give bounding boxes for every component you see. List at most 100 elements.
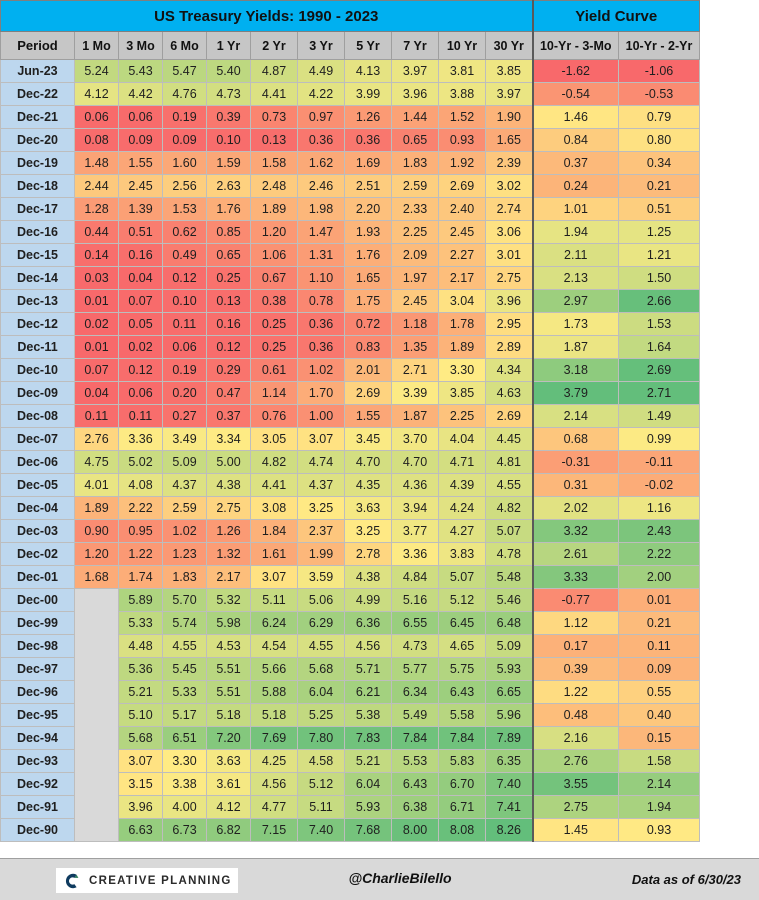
yield-cell: 0.12 xyxy=(162,266,207,290)
yield-cell: 5.89 xyxy=(118,588,163,612)
yield-cell: 2.69 xyxy=(485,404,533,428)
yield-cell: 0.11 xyxy=(74,404,119,428)
yield-cell: 0.65 xyxy=(206,243,251,267)
yield-curve-cell: 1.21 xyxy=(618,243,700,267)
yield-cell: 1.89 xyxy=(74,496,119,520)
yield-cell: 2.76 xyxy=(74,427,119,451)
yield-cell: 1.26 xyxy=(206,519,251,543)
yield-cell: 0.13 xyxy=(206,289,251,313)
yield-cell: 6.24 xyxy=(250,611,298,635)
column-header-col-6: 3 Yr xyxy=(297,31,345,60)
yield-cell: 2.22 xyxy=(118,496,163,520)
table-row: Dec-99 5.33 5.74 5.98 6.24 6.29 6.36 6.55 6.45 6.… xyxy=(0,611,700,635)
yield-cell: 1.32 xyxy=(206,542,251,566)
yield-curve-cell: 2.69 xyxy=(618,358,700,382)
yield-curve-cell: 1.73 xyxy=(531,312,619,336)
table-row: Dec-93 3.07 3.30 3.63 4.25 4.58 5.21 5.53 5.83 6.… xyxy=(0,749,700,773)
yield-cell: 4.77 xyxy=(250,795,298,819)
period-cell: Dec-04 xyxy=(0,496,75,520)
yield-cell: 5.02 xyxy=(118,450,163,474)
yield-cell: 4.58 xyxy=(297,749,345,773)
yield-cell: 3.34 xyxy=(206,427,251,451)
period-cell: Jun-23 xyxy=(0,59,75,83)
yield-cell: 4.36 xyxy=(391,473,439,497)
period-cell: Dec-96 xyxy=(0,680,75,704)
yield-cell: 4.00 xyxy=(162,795,207,819)
yield-cell: 0.25 xyxy=(250,312,298,336)
yield-cell: 2.59 xyxy=(391,174,439,198)
yield-cell: 5.12 xyxy=(438,588,486,612)
column-header-col-3: 6 Mo xyxy=(162,31,207,60)
yield-cell: 0.08 xyxy=(74,128,119,152)
yield-cell: 3.83 xyxy=(438,542,486,566)
yield-curve-cell: 0.39 xyxy=(531,657,619,681)
yield-cell: 3.25 xyxy=(297,496,345,520)
yield-cell: 3.45 xyxy=(344,427,392,451)
yield-cell: 5.68 xyxy=(118,726,163,750)
yield-cell: 5.46 xyxy=(485,588,533,612)
yield-curve-cell: 1.87 xyxy=(531,335,619,359)
yield-curve-cell: -0.31 xyxy=(531,450,619,474)
yield-cell: 3.85 xyxy=(438,381,486,405)
yield-cell: 4.12 xyxy=(74,82,119,106)
yield-cell: 4.24 xyxy=(438,496,486,520)
yield-cell: 1.83 xyxy=(162,565,207,589)
footer-bar: CREATIVE PLANNING @CharlieBilello Data a… xyxy=(0,858,759,900)
yield-cell: 0.03 xyxy=(74,266,119,290)
yield-cell: 4.08 xyxy=(118,473,163,497)
yield-cell: 8.26 xyxy=(485,818,533,842)
table-row: Dec-02 1.20 1.22 1.23 1.32 1.61 1.99 2.78 3.36 3.… xyxy=(0,542,700,566)
table-body: Jun-23 5.24 5.43 5.47 5.40 4.87 4.49 4.13 3.97 3.… xyxy=(0,59,700,842)
yield-cell: 0.36 xyxy=(297,335,345,359)
table-row: Dec-20 0.08 0.09 0.09 0.10 0.13 0.36 0.36 0.65 0.… xyxy=(0,128,700,152)
table-row: Dec-94 5.68 6.51 7.20 7.69 7.80 7.83 7.84 7.84 7.… xyxy=(0,726,700,750)
yield-cell: 1.76 xyxy=(344,243,392,267)
yield-cell: 0.05 xyxy=(118,312,163,336)
yield-cell: 3.97 xyxy=(391,59,439,83)
yield-curve-cell: 0.80 xyxy=(618,128,700,152)
yield-cell: 6.65 xyxy=(485,680,533,704)
yield-curve-cell: 1.22 xyxy=(531,680,619,704)
yield-cell: 5.71 xyxy=(344,657,392,681)
period-cell: Dec-14 xyxy=(0,266,75,290)
yield-cell: 1.55 xyxy=(344,404,392,428)
yield-cell: 2.48 xyxy=(250,174,298,198)
yield-cell: 2.33 xyxy=(391,197,439,221)
yield-curve-cell: 3.18 xyxy=(531,358,619,382)
table-title: US Treasury Yields: 1990 - 2023 xyxy=(0,0,533,32)
yield-cell: 5.88 xyxy=(250,680,298,704)
table-row: Dec-92 3.15 3.38 3.61 4.56 5.12 6.04 6.43 6.70 7.… xyxy=(0,772,700,796)
yield-curve-cell: 0.11 xyxy=(618,634,700,658)
yield-cell: 4.87 xyxy=(250,59,298,83)
yield-cell: 3.61 xyxy=(206,772,251,796)
yield-curve-cell: 2.11 xyxy=(531,243,619,267)
yield-cell: 4.25 xyxy=(250,749,298,773)
yield-cell: 6.70 xyxy=(438,772,486,796)
yield-cell: 7.80 xyxy=(297,726,345,750)
yield-cell: 0.09 xyxy=(118,128,163,152)
yield-cell: 0.02 xyxy=(118,335,163,359)
yield-cell: 4.71 xyxy=(438,450,486,474)
yield-cell: 0.12 xyxy=(206,335,251,359)
period-cell: Dec-18 xyxy=(0,174,75,198)
period-cell: Dec-20 xyxy=(0,128,75,152)
yield-cell: 3.07 xyxy=(297,427,345,451)
yield-cell: 4.39 xyxy=(438,473,486,497)
yield-cell: 0.06 xyxy=(162,335,207,359)
yield-cell: 5.83 xyxy=(438,749,486,773)
yield-cell: 1.39 xyxy=(118,197,163,221)
yield-cell: 1.90 xyxy=(485,105,533,129)
period-cell: Dec-11 xyxy=(0,335,75,359)
yield-cell: 1.58 xyxy=(250,151,298,175)
yield-cell: 0.25 xyxy=(206,266,251,290)
yield-cell: 4.65 xyxy=(438,634,486,658)
yield-cell: 7.41 xyxy=(485,795,533,819)
yield-cell: 4.53 xyxy=(206,634,251,658)
yield-cell: 4.76 xyxy=(162,82,207,106)
yield-cell: 0.78 xyxy=(297,289,345,313)
yield-curve-cell: 1.12 xyxy=(531,611,619,635)
yield-cell: 4.70 xyxy=(391,450,439,474)
yield-curve-cell: -0.77 xyxy=(531,588,619,612)
yield-curve-cell: 2.71 xyxy=(618,381,700,405)
yield-cell: 5.43 xyxy=(118,59,163,83)
